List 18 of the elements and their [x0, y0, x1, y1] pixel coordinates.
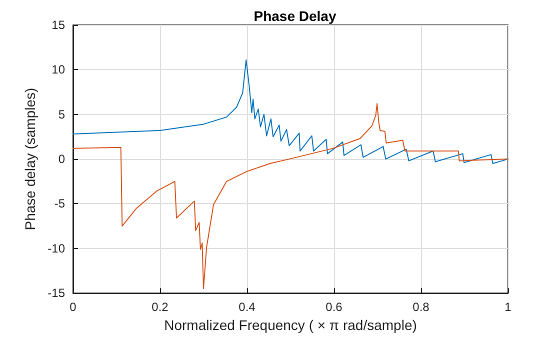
y-axis-title: Phase delay (samples)	[22, 88, 38, 230]
x-tick-label: 0	[70, 300, 77, 314]
x-tick-label: 0.8	[412, 300, 430, 314]
x-axis-title: Normalized Frequency ( × π rad/sample)	[164, 317, 417, 333]
y-tick-label: -5	[54, 196, 66, 211]
chart-title: Phase Delay	[254, 8, 336, 24]
y-tick-label: 5	[58, 107, 66, 122]
y-tick-label: -15	[48, 286, 66, 300]
x-tick-label: 1	[504, 300, 512, 314]
y-tick-label: 10	[52, 62, 66, 77]
y-tick-label: -10	[48, 241, 66, 256]
line-series	[72, 59, 508, 164]
x-tick-label: 0.2	[152, 300, 169, 314]
y-tick-label: 15	[52, 18, 66, 32]
line-series	[72, 103, 508, 290]
x-tick-label: 0.4	[238, 300, 256, 314]
y-tick-label: 0	[58, 152, 66, 166]
x-tick-label: 0.6	[326, 300, 343, 314]
